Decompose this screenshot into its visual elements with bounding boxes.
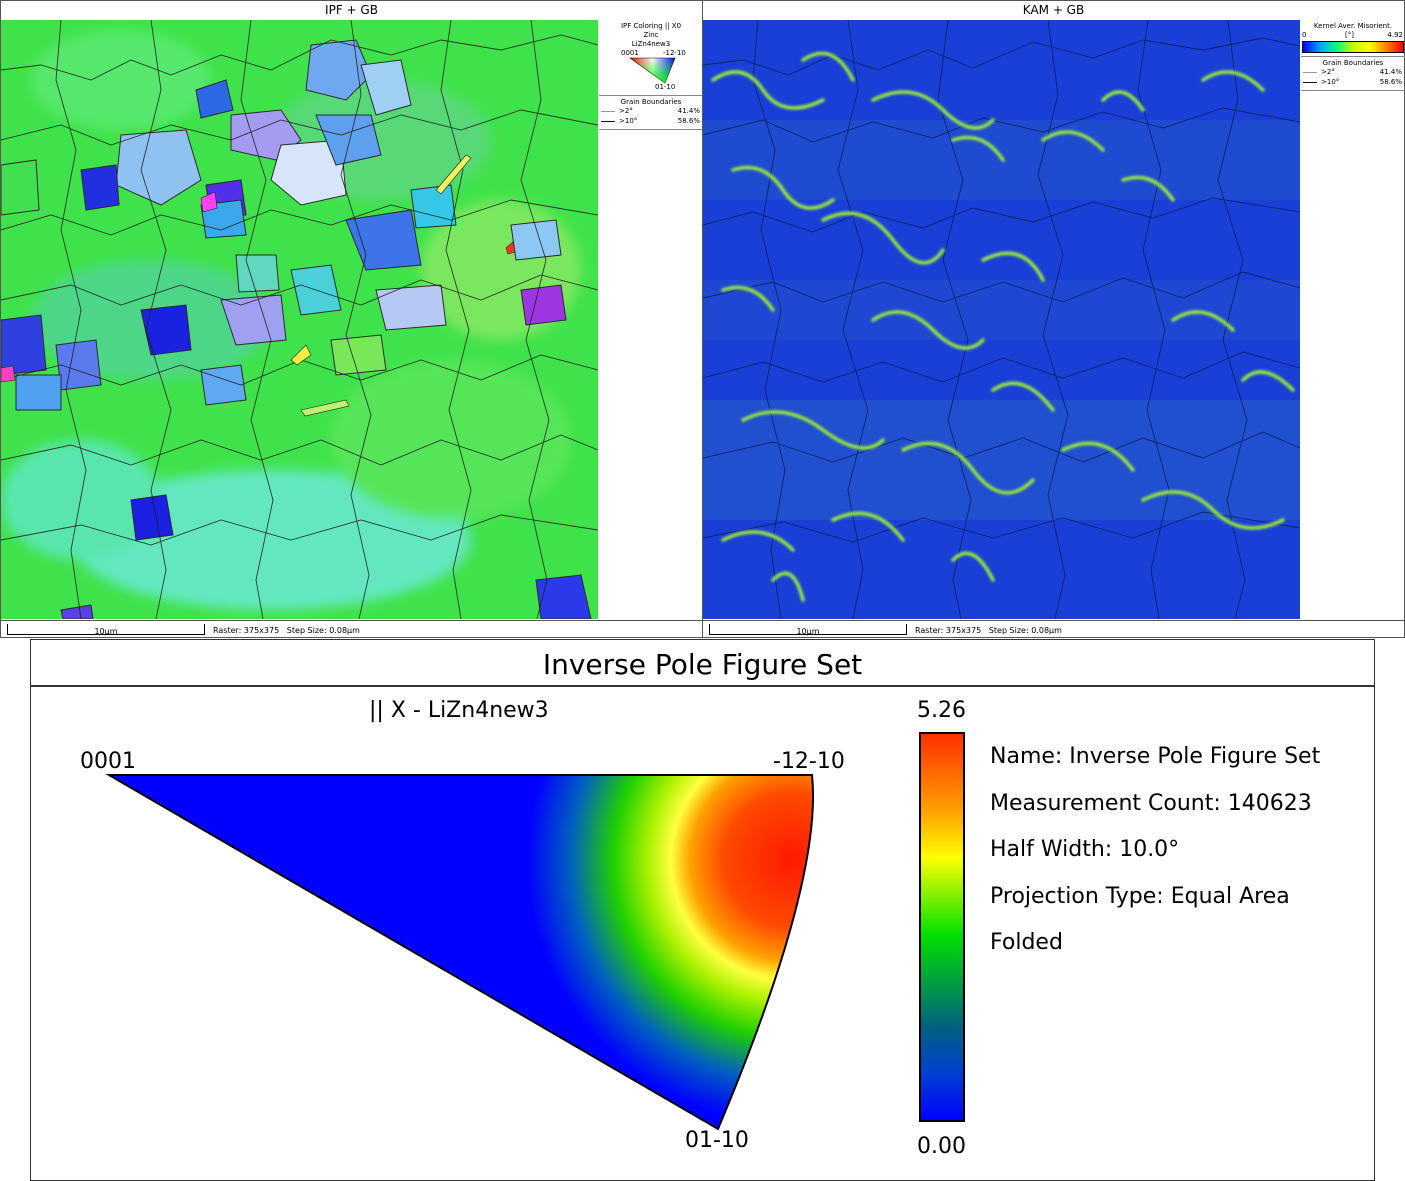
ipf-gb-heading: Grain Boundaries	[599, 95, 703, 107]
ipf-scalebar: 10µm	[7, 624, 205, 636]
ipf-twins	[1, 154, 516, 417]
kam-scalebar-label: 10µm	[796, 627, 820, 636]
kam-legend-min: 0	[1302, 31, 1307, 39]
ipf-set-title-rule	[31, 685, 1374, 687]
gb-line-black-icon	[1303, 82, 1317, 83]
ipf-key-corner-m12m10: -12-10	[663, 49, 686, 57]
kam-scalebar: 10µm	[709, 624, 907, 636]
kam-gb-panel: KAM + GB	[702, 0, 1405, 638]
ipf-corner-m12m10: -12-10	[773, 749, 845, 774]
info-folded: Folded	[990, 930, 1063, 955]
kam-legend-unit: [°]	[1345, 31, 1354, 39]
info-projection-type: Projection Type: Equal Area	[990, 884, 1290, 909]
ipf-set-subtitle: || X - LiZn4new3	[369, 698, 549, 723]
ipf-gb-row-2: >2° 41.4%	[599, 107, 703, 117]
ipf-gb-title: IPF + GB	[325, 3, 378, 17]
ipf-corner-0001: 0001	[80, 749, 136, 774]
kam-cell-boundaries	[703, 20, 1300, 619]
info-half-width: Half Width: 10.0°	[990, 837, 1180, 862]
kam-raster-info: Raster: 375x375 Step Size: 0.08µm	[915, 626, 1062, 635]
kam-legend-divider	[1301, 90, 1405, 91]
ipf-key-triangle	[629, 57, 676, 84]
kam-gb-row-2-label: >2°	[1321, 68, 1335, 76]
ipf-legend-divider	[599, 129, 703, 130]
kam-gb-row-10-value: 58.6%	[1379, 78, 1402, 86]
ipf-gb-panel: IPF + GB	[0, 0, 703, 638]
kam-legend-range: 0 [°] 4.92	[1301, 31, 1405, 40]
kam-footer: 10µm Raster: 375x375 Step Size: 0.08µm	[703, 620, 1404, 639]
ipf-map	[1, 20, 598, 619]
ipf-key-corner-0001: 0001	[621, 49, 639, 57]
info-name: Name: Inverse Pole Figure Set	[990, 744, 1321, 769]
scale-min-label: 0.00	[917, 1134, 966, 1159]
ipf-key-corner-01m10: 01-10	[655, 83, 676, 91]
kam-gb-title: KAM + GB	[1022, 3, 1085, 17]
kam-legend-max: 4.92	[1387, 31, 1403, 39]
ipf-gb-row-10-label: >10°	[619, 117, 638, 125]
ipf-map-graphic	[1, 20, 598, 619]
kam-gb-row-10: >10° 58.6%	[1301, 78, 1405, 88]
info-measurement-count: Measurement Count: 140623	[990, 791, 1312, 816]
ipf-gb-row-10: >10° 58.6%	[599, 117, 703, 127]
gb-line-grey-icon	[1303, 72, 1317, 73]
ipf-gb-row-2-label: >2°	[619, 107, 633, 115]
ipf-triangle-outline	[105, 774, 815, 1131]
ipf-color-key-icon: 0001 -12-10 01-10	[599, 49, 703, 93]
ipf-gb-row-10-value: 58.6%	[677, 117, 700, 125]
kam-legend: Kernel Aver. Misorient. 0 [°] 4.92 Grain…	[1301, 20, 1405, 91]
ipf-raster-info: Raster: 375x375 Step Size: 0.08µm	[213, 626, 360, 635]
kam-color-bar-icon	[1302, 41, 1404, 53]
kam-gb-row-2-value: 41.4%	[1379, 68, 1402, 76]
ipf-legend-phase: Zinc	[643, 31, 659, 39]
kam-gb-heading: Grain Boundaries	[1301, 56, 1405, 68]
ipf-triangle-icon	[105, 774, 815, 1131]
ipf-corner-01m10: 01-10	[685, 1128, 749, 1153]
ipf-legend-heading: IPF Coloring || X0	[620, 22, 682, 30]
scale-max-label: 5.26	[917, 698, 966, 723]
kam-map	[703, 20, 1300, 619]
kam-high-misorientation-lines	[711, 51, 1295, 602]
density-color-bar-icon	[919, 732, 965, 1122]
gb-line-black-icon	[601, 121, 615, 122]
kam-gb-row-2: >2° 41.4%	[1301, 68, 1405, 78]
ipf-gb-row-2-value: 41.4%	[677, 107, 700, 115]
ipf-set-panel: Inverse Pole Figure Set || X - LiZn4new3…	[30, 639, 1375, 1181]
ipf-scalebar-label: 10µm	[94, 627, 118, 636]
kam-legend-heading: Kernel Aver. Misorient.	[1313, 22, 1393, 30]
kam-noise-bands	[703, 120, 1300, 520]
kam-gb-row-10-label: >10°	[1321, 78, 1340, 86]
ipf-set-title: Inverse Pole Figure Set	[542, 648, 863, 681]
gb-line-grey-icon	[601, 111, 615, 112]
ipf-footer: 10µm Raster: 375x375 Step Size: 0.08µm	[1, 620, 702, 639]
ipf-legend-dataset: LiZn4new3	[631, 40, 671, 48]
kam-map-graphic	[703, 20, 1300, 619]
ipf-legend: IPF Coloring || X0 Zinc LiZn4new3 0001 -…	[599, 20, 703, 130]
